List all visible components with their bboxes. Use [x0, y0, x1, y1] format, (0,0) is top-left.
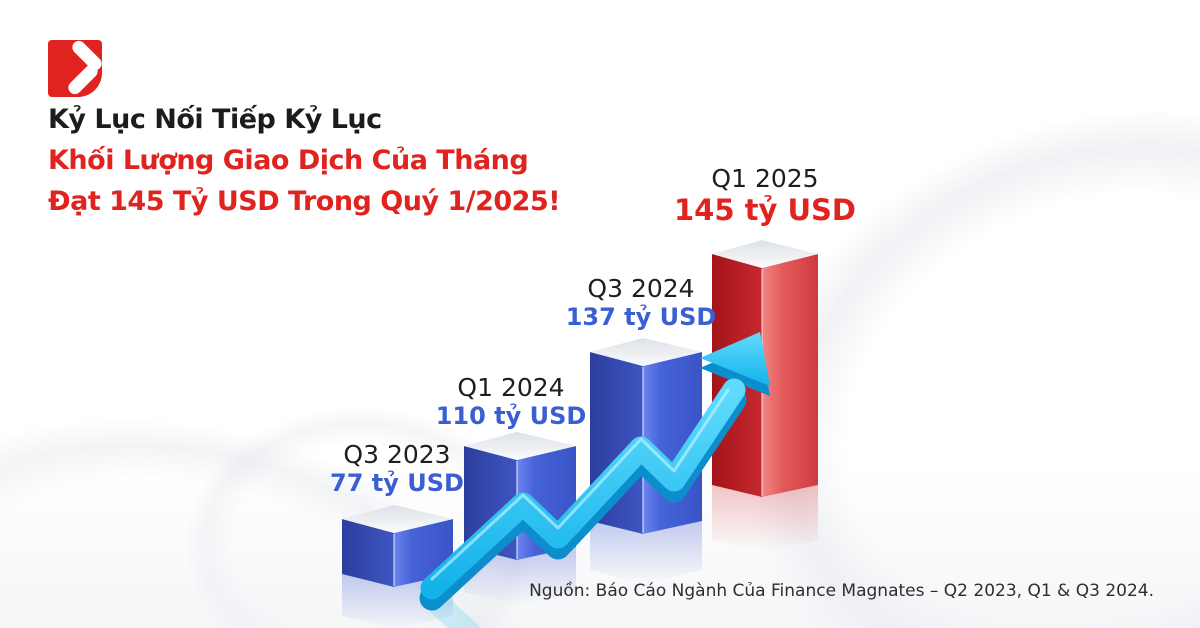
bar-reflection — [464, 547, 576, 605]
bar-value: 137 tỷ USD — [565, 303, 717, 331]
bar-category: Q3 2024 — [587, 274, 695, 303]
bar-label-q3-2023: Q3 2023 77 tỷ USD — [330, 440, 464, 497]
bar-value-highlight: 145 tỷ USD — [673, 193, 857, 227]
bar-category: Q1 2024 — [457, 373, 565, 402]
bar-value: 110 tỷ USD — [435, 402, 587, 430]
bar-value: 77 tỷ USD — [330, 469, 464, 497]
page-title: Kỷ Lục Nối Tiếp Kỷ Lục — [48, 104, 382, 135]
bar-label-q1-2024: Q1 2024 110 tỷ USD — [436, 373, 587, 430]
source-attribution: Nguồn: Báo Cáo Ngành Của Finance Magnate… — [529, 581, 1154, 601]
page-subtitle-line1: Khối Lượng Giao Dịch Của Tháng — [48, 145, 529, 176]
bar-category: Q3 2023 — [343, 440, 451, 469]
bar-label-q3-2024: Q3 2024 137 tỷ USD — [566, 274, 717, 331]
page-subtitle-line2: Đạt 145 Tỷ USD Trong Quý 1/2025! — [48, 186, 561, 217]
bar-reflection — [590, 521, 702, 583]
bar-label-q1-2025: Q1 2025 145 tỷ USD — [674, 164, 856, 227]
bar-reflection — [712, 485, 818, 552]
brand-logo — [48, 40, 102, 97]
bar-q3-2023 — [342, 505, 453, 587]
trend-arrow — [419, 332, 770, 628]
bar-category: Q1 2025 — [711, 164, 819, 193]
